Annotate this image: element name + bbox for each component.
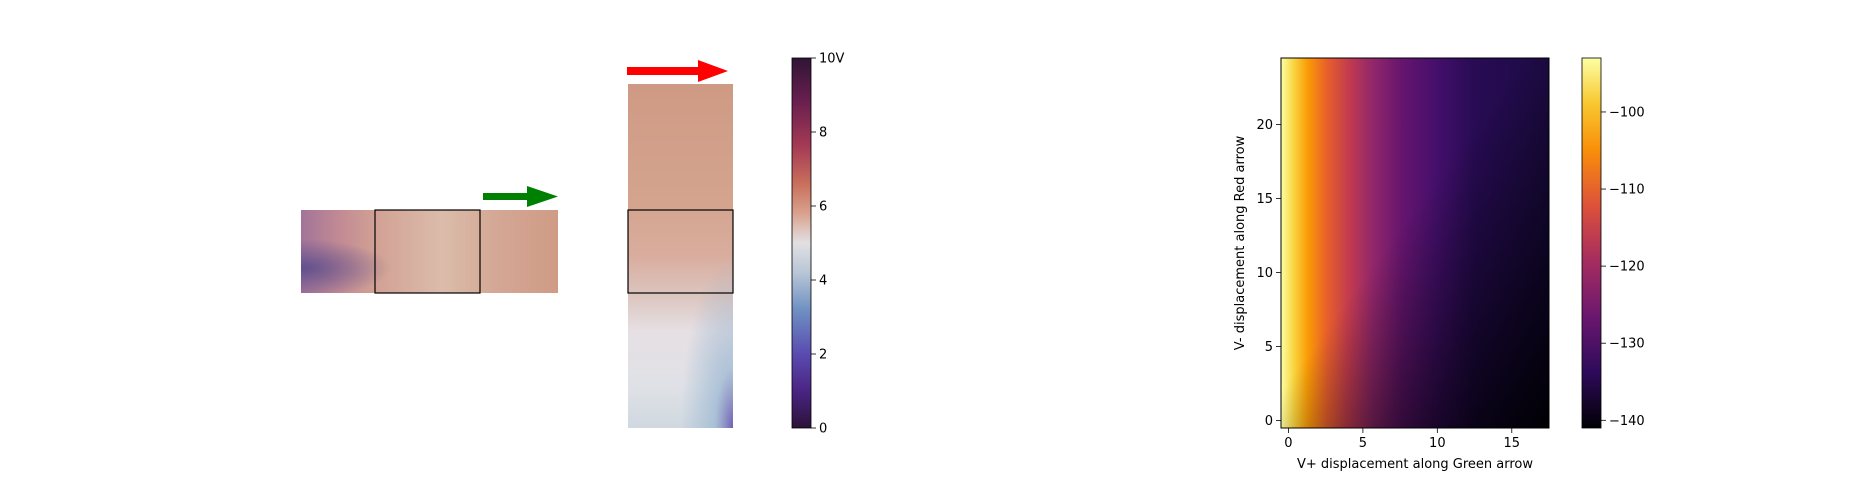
y-tick-label-2: 10 [1256,266,1273,281]
displacement-heatmap: 0 5 10 15 0 5 10 15 20 V+ displacement along Gr… [1233,57,1550,472]
heatmap-colorbar: −100 −110 −120 −130 −140 [1581,57,1645,429]
heatmap-shading [1281,58,1549,428]
heatmap-colorbar-tick-label-1: −110 [1609,183,1645,198]
voltage-colorbar-tick-label-4: 8 [819,126,827,141]
heatmap-colorbar-tick-label-4: −140 [1609,414,1645,429]
voltage-colorbar-tick-label-1: 2 [819,348,827,363]
x-tick-label-2: 10 [1429,436,1446,451]
y-tick-label-4: 20 [1256,118,1273,133]
voltage-colorbar: 0 2 4 6 8 10V [791,52,845,437]
y-tick-label-0: 0 [1265,414,1273,429]
x-tick-label-1: 5 [1359,436,1367,451]
heatmap-colorbar-tick-label-3: −130 [1609,337,1645,352]
x-axis-label: V+ displacement along Green arrow [1297,457,1533,472]
voltage-colorbar-gradient [791,57,812,429]
horizontal-electrode-box [374,209,481,294]
horizontal-potential-map [301,209,558,294]
heatmap-colorbar-tick-label-2: −120 [1609,260,1645,275]
y-tick-label-1: 5 [1265,340,1273,355]
heatmap-frame [1280,57,1550,429]
voltage-colorbar-tick-label-2: 4 [819,274,827,289]
vertical-electrode-box [627,209,734,294]
voltage-colorbar-tick-label-3: 6 [819,200,827,215]
heatmap-colorbar-gradient [1581,57,1602,429]
voltage-colorbar-tick-label-0: 0 [819,422,827,437]
y-axis-label: V- displacement along Red arrow [1233,135,1248,350]
horizontal-map-shading [301,210,558,293]
heatmap-colorbar-tick-label-0: −100 [1609,105,1645,120]
x-tick-label-3: 15 [1504,436,1521,451]
vertical-map-shading [628,84,733,428]
vertical-potential-map [627,84,734,428]
red-arrow [627,60,728,82]
x-tick-label-0: 0 [1284,436,1292,451]
y-tick-label-3: 15 [1256,192,1273,207]
green-arrow [483,186,558,207]
voltage-colorbar-tick-label-5: 10V [819,52,845,67]
